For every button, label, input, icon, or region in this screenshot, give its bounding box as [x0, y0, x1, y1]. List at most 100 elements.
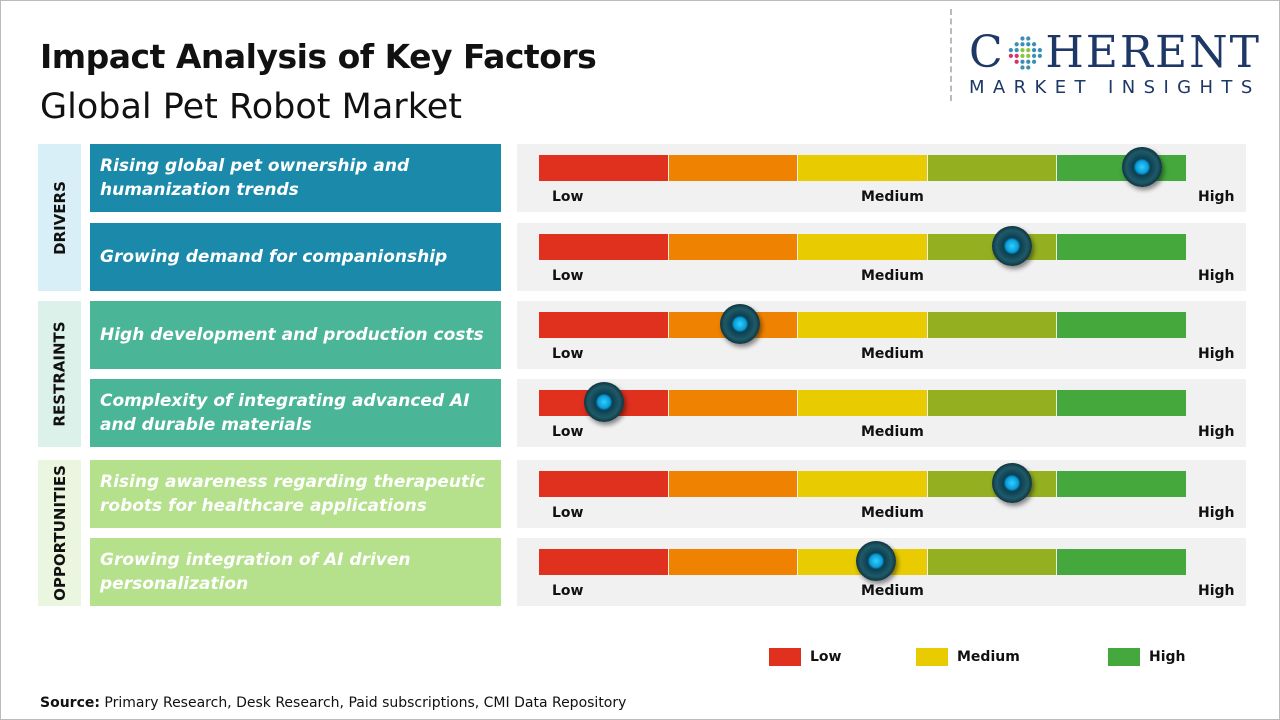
legend-item: Low: [769, 648, 841, 666]
gauge-segment: [798, 390, 927, 416]
globe-dot: [1025, 47, 1031, 53]
scale-label-high: High: [1198, 424, 1235, 440]
category-label: RESTRAINTS: [38, 301, 81, 447]
scale-label-low: Low: [552, 583, 584, 599]
gauge-segment: [1057, 471, 1186, 497]
gauge-segment: [927, 155, 1057, 181]
gauge-segment: [539, 549, 668, 575]
factor-label: Rising awareness regarding therapeutic r…: [90, 460, 501, 528]
gauge-segment: [668, 549, 798, 575]
scale-label-low: Low: [552, 268, 584, 284]
impact-marker: [583, 382, 624, 422]
factor-label: Rising global pet ownership and humaniza…: [90, 144, 501, 212]
scale-label-high: High: [1198, 346, 1235, 362]
globe-dot: [1031, 53, 1036, 59]
globe-dot: [1025, 59, 1031, 64]
legend-swatch: [916, 648, 948, 666]
gauge-segment: [927, 549, 1057, 575]
factor-label: Growing integration of AI driven persona…: [90, 538, 501, 606]
gauge-segment: [668, 234, 798, 260]
gauge-segment: [927, 390, 1057, 416]
gauge-segment: [927, 312, 1057, 338]
gauge-segment: [539, 155, 668, 181]
globe-dot: [1014, 42, 1019, 47]
impact-gauge: Low Medium High: [517, 538, 1246, 606]
gauge-segment: [798, 234, 927, 260]
logo: C HERENT MARKET INSIGHTS: [969, 27, 1261, 99]
globe-dot: [1031, 42, 1036, 47]
globe-icon: [1008, 36, 1042, 70]
globe-dot: [1020, 36, 1025, 41]
globe-dot: [1025, 65, 1031, 70]
gauge-segment: [1057, 390, 1186, 416]
scale-label-medium: Medium: [861, 346, 924, 362]
gauge-segment: [798, 471, 927, 497]
globe-dot: [1037, 53, 1042, 59]
globe-dot: [1020, 47, 1025, 53]
gauge-segment: [539, 234, 668, 260]
divider: [950, 9, 952, 101]
category-label: DRIVERS: [38, 144, 81, 291]
factor-label: High development and production costs: [90, 301, 501, 369]
scale-label-high: High: [1198, 505, 1235, 521]
impact-gauge: Low Medium High: [517, 379, 1246, 447]
scale-label-medium: Medium: [861, 424, 924, 440]
gauge-segment: [539, 471, 668, 497]
legend-swatch: [1108, 648, 1140, 666]
gauge-segment: [539, 312, 668, 338]
gauge-segment: [668, 471, 798, 497]
impact-gauge: Low Medium High: [517, 144, 1246, 212]
impact-marker: [1121, 147, 1162, 187]
legend-label: Medium: [957, 649, 1020, 665]
impact-gauge: Low Medium High: [517, 223, 1246, 291]
source-note: Source: Primary Research, Desk Research,…: [40, 695, 627, 711]
scale-label-high: High: [1198, 583, 1235, 599]
globe-dot: [1025, 36, 1031, 41]
impact-gauge: Low Medium High: [517, 460, 1246, 528]
scale-label-low: Low: [552, 346, 584, 362]
scale-label-high: High: [1198, 189, 1235, 205]
factor-label: Complexity of integrating advanced AI an…: [90, 379, 501, 447]
gauge-segment: [1057, 549, 1186, 575]
gauge-segment: [668, 390, 798, 416]
globe-dot: [1020, 59, 1025, 64]
legend-item: High: [1108, 648, 1186, 666]
category-label: OPPORTUNITIES: [38, 460, 81, 606]
globe-dot: [1020, 53, 1025, 59]
globe-dot: [1008, 53, 1013, 59]
impact-gauge: Low Medium High: [517, 301, 1246, 369]
logo-letter: C: [969, 27, 1005, 78]
logo-subtext: MARKET INSIGHTS: [969, 77, 1261, 98]
page-subtitle: Global Pet Robot Market: [40, 87, 462, 127]
impact-marker: [992, 226, 1033, 266]
impact-marker: [719, 304, 760, 344]
impact-marker: [855, 541, 896, 581]
globe-dot: [1031, 47, 1036, 53]
gauge-segment: [668, 155, 798, 181]
globe-dot: [1008, 47, 1013, 53]
globe-dot: [1014, 53, 1019, 59]
globe-dot: [1020, 42, 1025, 47]
legend-label: High: [1149, 649, 1186, 665]
scale-label-medium: Medium: [861, 505, 924, 521]
scale-label-medium: Medium: [861, 189, 924, 205]
scale-label-low: Low: [552, 505, 584, 521]
legend-item: Medium: [916, 648, 1020, 666]
page-title: Impact Analysis of Key Factors: [40, 37, 597, 76]
globe-dot: [1037, 47, 1042, 53]
impact-marker: [992, 463, 1033, 503]
globe-dot: [1020, 65, 1025, 70]
gauge-segment: [1057, 234, 1186, 260]
logo-text: HERENT: [1045, 27, 1261, 78]
globe-dot: [1014, 59, 1019, 64]
globe-dot: [1025, 42, 1031, 47]
gauge-segment: [1057, 312, 1186, 338]
legend-swatch: [769, 648, 801, 666]
scale-label-low: Low: [552, 424, 584, 440]
factor-label: Growing demand for companionship: [90, 223, 501, 291]
scale-label-high: High: [1198, 268, 1235, 284]
globe-dot: [1025, 53, 1031, 59]
scale-label-medium: Medium: [861, 268, 924, 284]
scale-label-low: Low: [552, 189, 584, 205]
scale-label-medium: Medium: [861, 583, 924, 599]
